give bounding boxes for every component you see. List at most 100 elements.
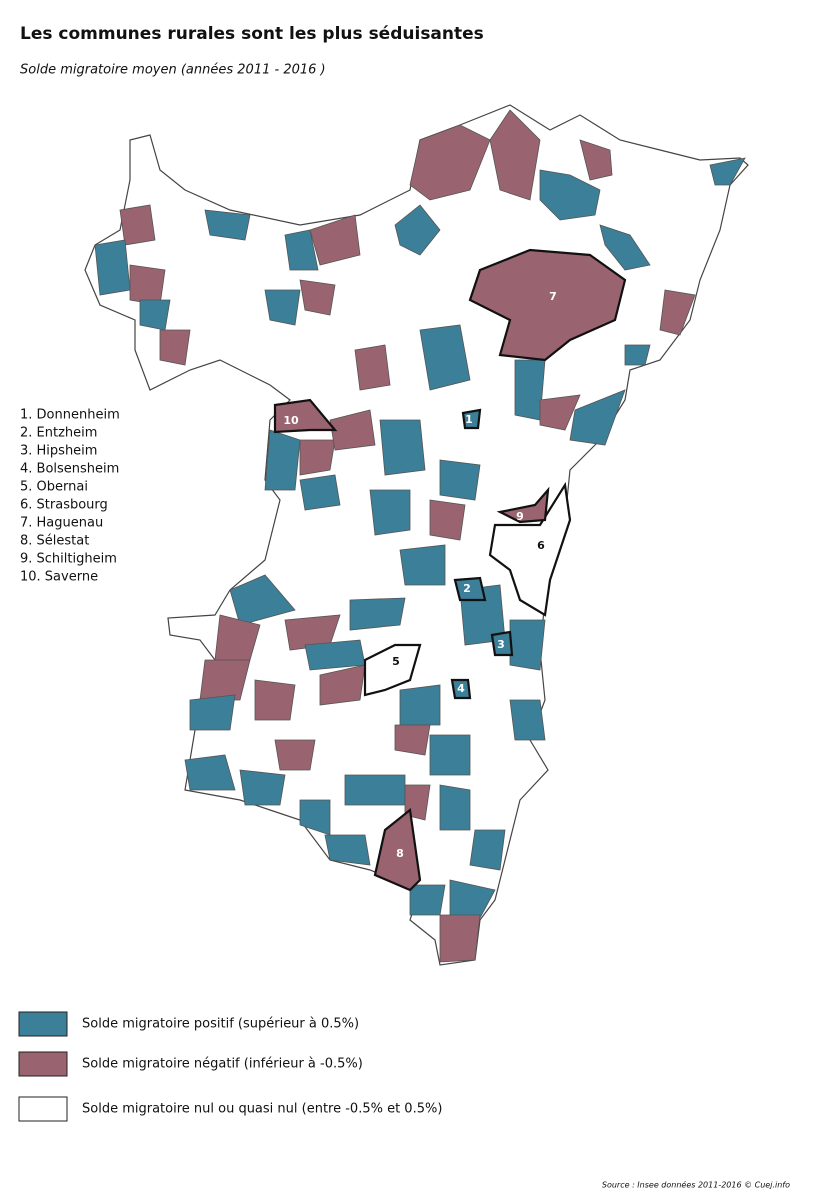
commune	[254, 679, 296, 721]
legend-swatch	[18, 1011, 68, 1037]
map-label: 7	[549, 290, 557, 303]
commune	[204, 209, 251, 241]
commune	[369, 489, 411, 536]
commune	[189, 694, 236, 731]
map-label: 6	[537, 539, 545, 552]
legend-label: Solde migratoire positif (supérieur à 0.…	[82, 1017, 359, 1032]
commune	[139, 299, 171, 331]
commune	[569, 389, 626, 446]
commune	[439, 459, 481, 501]
commune	[284, 229, 319, 271]
commune	[599, 224, 651, 271]
commune-strasbourg	[488, 481, 572, 617]
communes	[94, 109, 746, 963]
commune	[274, 739, 316, 771]
list-item: 3. Hipsheim	[20, 444, 97, 459]
commune	[399, 684, 441, 726]
commune	[239, 769, 286, 806]
legend-swatch	[18, 1096, 68, 1122]
commune-obernai	[363, 643, 422, 697]
commune	[379, 419, 426, 476]
commune	[394, 724, 431, 756]
commune	[509, 699, 546, 741]
commune	[329, 409, 376, 451]
commune	[429, 734, 471, 776]
commune	[324, 834, 371, 866]
list-item: 4. Bolsensheim	[20, 462, 119, 477]
commune	[354, 344, 391, 391]
commune	[299, 439, 336, 476]
commune	[299, 799, 331, 836]
commune	[129, 264, 166, 306]
commune	[304, 639, 366, 671]
map-label: 10	[283, 414, 299, 427]
commune	[94, 239, 131, 296]
legend-label: Solde migratoire négatif (inférieur à -0…	[82, 1057, 363, 1072]
highlighted-communes	[273, 248, 627, 892]
commune	[539, 169, 601, 221]
commune-donnenheim	[461, 408, 482, 430]
subtitle: Solde migratoire moyen (années 2011 - 20…	[20, 63, 326, 78]
commune	[399, 544, 446, 586]
legend-label: Solde migratoire nul ou quasi nul (entre…	[82, 1102, 442, 1117]
map: 1 2 3 4 5 6 7 8 9 10	[84, 104, 749, 966]
commune	[429, 499, 466, 541]
commune-hipsheim	[490, 630, 514, 657]
commune	[264, 289, 301, 326]
list-item: 7. Haguenau	[20, 516, 103, 531]
commune	[419, 324, 471, 391]
commune-bolsensheim	[450, 678, 472, 700]
map-label: 4	[457, 682, 465, 695]
commune-saverne	[273, 398, 338, 434]
commune	[309, 214, 361, 266]
commune	[344, 774, 406, 806]
map-labels: 1 2 3 4 5 6 7 8 9 10	[283, 290, 556, 860]
source: Source : Insee données 2011-2016 © Cuej.…	[602, 1180, 790, 1190]
commune	[439, 784, 471, 831]
commune	[299, 474, 341, 511]
list-item: 1. Donnenheim	[20, 408, 120, 423]
commune-selestat	[373, 807, 422, 892]
commune-entzheim	[453, 576, 487, 602]
commune	[319, 664, 366, 706]
list-item: 9. Schiltigheim	[20, 552, 117, 567]
map-label: 8	[396, 847, 404, 860]
commune	[579, 139, 613, 181]
commune	[469, 829, 506, 871]
commune-haguenau	[468, 248, 627, 362]
commune	[394, 204, 441, 256]
commune	[409, 884, 446, 916]
map-label: 5	[392, 655, 400, 668]
communes-list: 1. Donnenheim 2. Entzheim 3. Hipsheim 4. Bo…	[20, 408, 120, 585]
commune	[199, 659, 251, 701]
legend: Solde migratoire positif (supérieur à 0.…	[18, 1011, 442, 1122]
list-item: 6. Strasbourg	[20, 498, 108, 513]
commune	[119, 204, 156, 246]
list-item: 5. Obernai	[20, 480, 88, 495]
list-item: 2. Entzheim	[20, 426, 97, 441]
list-item: 8. Sélestat	[20, 534, 89, 549]
legend-swatch	[18, 1051, 68, 1077]
commune	[409, 124, 491, 201]
map-label: 9	[516, 510, 524, 523]
commune	[439, 914, 481, 963]
commune	[624, 344, 651, 366]
list-item: 10. Saverne	[20, 570, 98, 585]
map-label: 2	[463, 582, 471, 595]
title: Les communes rurales sont les plus sédui…	[20, 24, 484, 44]
commune	[659, 289, 696, 336]
commune	[184, 754, 236, 791]
commune	[264, 429, 301, 491]
commune	[349, 597, 406, 631]
commune	[489, 109, 541, 201]
commune-schiltigheim	[496, 486, 550, 524]
commune	[539, 394, 581, 431]
commune	[709, 157, 746, 186]
commune	[159, 329, 191, 366]
commune	[299, 279, 336, 316]
map-label: 1	[465, 413, 473, 426]
commune	[509, 619, 546, 671]
